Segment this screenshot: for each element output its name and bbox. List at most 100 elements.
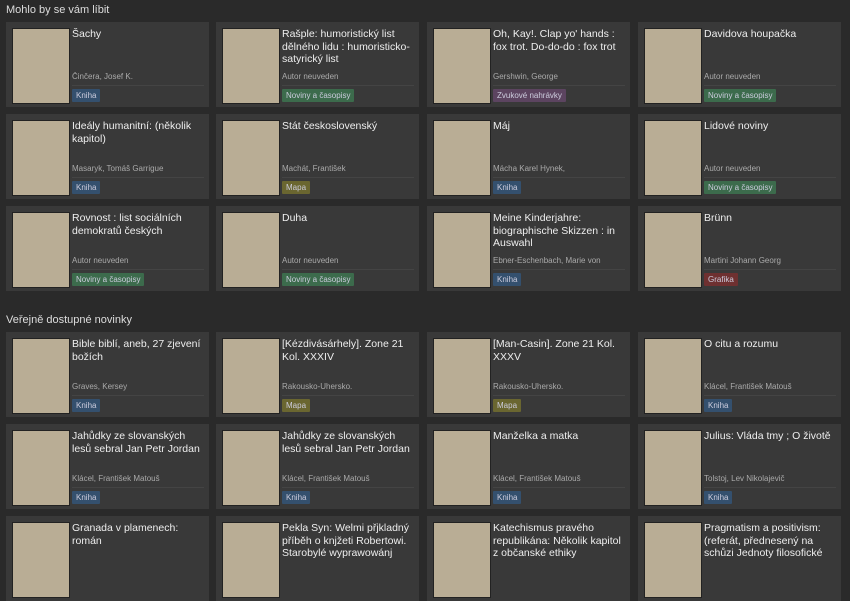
item-author: Autor neuveden (704, 72, 836, 86)
cover-image[interactable] (433, 430, 491, 506)
cover-image[interactable] (433, 338, 491, 414)
cover-image[interactable] (222, 522, 280, 598)
item-card[interactable]: Granada v plamenech: román (6, 516, 209, 601)
item-card[interactable]: [Kézdivásárhely]. Zone 21 Kol. XXXIV Rako… (216, 332, 419, 417)
cover-image[interactable] (12, 338, 70, 414)
item-card[interactable]: Davidova houpačka Autor neuveden Noviny a … (638, 22, 841, 107)
type-badge: Kniha (493, 491, 522, 504)
item-card[interactable]: Oh, Kay!. Clap yo' hands : fox trot. Do-… (427, 22, 630, 107)
cover-image[interactable] (644, 28, 702, 104)
item-card[interactable]: Šachy Činčera, Josef K. Kniha (6, 22, 209, 107)
item-title[interactable]: Duha (282, 212, 308, 224)
item-card[interactable]: Duha Autor neuveden Noviny a časopisy (216, 206, 419, 291)
cover-image[interactable] (12, 120, 70, 196)
cover-image[interactable] (222, 212, 280, 288)
item-title[interactable]: Jahůdky ze slovanských lesů sebral Jan P… (282, 430, 410, 455)
item-title[interactable]: Bible biblí, aneb, 27 zjevení božích (72, 338, 201, 363)
section-title: Mohlo by se vám líbit (6, 4, 110, 16)
item-card[interactable]: Bible biblí, aneb, 27 zjevení božích Grav… (6, 332, 209, 417)
item-author: Klácel, František Matouš (493, 474, 625, 488)
item-title[interactable]: Lidové noviny (704, 120, 769, 132)
type-badge: Noviny a časopisy (72, 273, 145, 286)
item-title[interactable]: Katechismus pravého republikána: Několik… (493, 522, 621, 559)
type-badge: Kniha (493, 273, 522, 286)
item-title[interactable]: Rašple: humoristický list dělného lidu :… (282, 28, 410, 65)
type-badge: Kniha (72, 491, 101, 504)
item-card[interactable]: Jahůdky ze slovanských lesů sebral Jan P… (216, 424, 419, 509)
item-author: Mácha Karel Hynek, (493, 164, 625, 178)
item-author: Autor neuveden (72, 256, 204, 270)
item-author: Martini Johann Georg (704, 256, 836, 270)
item-title[interactable]: Pragmatism a positivism: (referát, předn… (704, 522, 823, 559)
item-title[interactable]: Šachy (72, 28, 102, 40)
item-card[interactable]: Manželka a matka Klácel, František Matouš… (427, 424, 630, 509)
cover-image[interactable] (12, 430, 70, 506)
item-title[interactable]: [Kézdivásárhely]. Zone 21 Kol. XXXIV (282, 338, 404, 363)
type-badge: Kniha (704, 491, 733, 504)
item-author: Machát, František (282, 164, 414, 178)
cover-image[interactable] (433, 212, 491, 288)
item-title[interactable]: Stát československý (282, 120, 378, 132)
item-title[interactable]: Rovnost : list sociálních demokratů česk… (72, 212, 182, 237)
item-card[interactable]: Meine Kinderjahre: biographische Skizzen… (427, 206, 630, 291)
item-card[interactable]: [Man-Casin]. Zone 21 Kol. XXXV Rakousko-U… (427, 332, 630, 417)
item-title[interactable]: Jahůdky ze slovanských lesů sebral Jan P… (72, 430, 200, 455)
item-card[interactable]: Brünn Martini Johann Georg Grafika (638, 206, 841, 291)
cover-image[interactable] (644, 212, 702, 288)
item-author: Gershwin, George (493, 72, 625, 86)
item-card[interactable]: Rašple: humoristický list dělného lidu :… (216, 22, 419, 107)
item-title[interactable]: Davidova houpačka (704, 28, 797, 40)
type-badge: Kniha (704, 399, 733, 412)
item-card[interactable]: Katechismus pravého republikána: Několik… (427, 516, 630, 601)
item-author: Graves, Kersey (72, 382, 204, 396)
item-card[interactable]: Stát československý Machát, František Mapa (216, 114, 419, 199)
item-title[interactable]: Manželka a matka (493, 430, 579, 442)
item-card[interactable]: Jahůdky ze slovanských lesů sebral Jan P… (6, 424, 209, 509)
item-title[interactable]: [Man-Casin]. Zone 21 Kol. XXXV (493, 338, 615, 363)
item-title[interactable]: Oh, Kay!. Clap yo' hands : fox trot. Do-… (493, 28, 616, 53)
type-badge: Kniha (72, 399, 101, 412)
item-title[interactable]: Ideály humanitní: (několik kapitol) (72, 120, 192, 145)
cover-image[interactable] (12, 212, 70, 288)
cover-image[interactable] (222, 338, 280, 414)
type-badge: Noviny a časopisy (282, 89, 355, 102)
item-card[interactable]: Julius: Vláda tmy ; O životě Tolstoj, Lev… (638, 424, 841, 509)
cover-image[interactable] (222, 28, 280, 104)
cover-image[interactable] (644, 338, 702, 414)
item-author: Klácel, František Matouš (72, 474, 204, 488)
item-card[interactable]: Máj Mácha Karel Hynek, Kniha (427, 114, 630, 199)
item-author: Masaryk, Tomáš Garrigue (72, 164, 204, 178)
item-card[interactable]: Rovnost : list sociálních demokratů česk… (6, 206, 209, 291)
item-author: Klácel, František Matouš (282, 474, 414, 488)
item-title[interactable]: Brünn (704, 212, 733, 224)
cover-image[interactable] (433, 28, 491, 104)
cover-image[interactable] (644, 430, 702, 506)
item-author: Autor neuveden (282, 72, 414, 86)
cover-image[interactable] (222, 430, 280, 506)
item-author: Rakousko-Uhersko. (282, 382, 414, 396)
item-title[interactable]: Meine Kinderjahre: biographische Skizzen… (493, 212, 615, 249)
item-card[interactable]: Lidové noviny Autor neuveden Noviny a časo… (638, 114, 841, 199)
cover-image[interactable] (222, 120, 280, 196)
item-title[interactable]: Pekla Syn: Welmi přjkladný příběh o knjž… (282, 522, 410, 559)
type-badge: Mapa (282, 181, 311, 194)
item-title[interactable]: Julius: Vláda tmy ; O životě (704, 430, 831, 442)
cover-image[interactable] (433, 120, 491, 196)
item-card[interactable]: Pragmatism a positivism: (referát, předn… (638, 516, 841, 601)
item-author: Klácel, František Matouš (704, 382, 836, 396)
item-author: Činčera, Josef K. (72, 72, 204, 86)
cover-image[interactable] (12, 28, 70, 104)
cover-image[interactable] (644, 522, 702, 598)
cover-image[interactable] (644, 120, 702, 196)
item-card[interactable]: Pekla Syn: Welmi přjkladný příběh o knjž… (216, 516, 419, 601)
cover-image[interactable] (12, 522, 70, 598)
item-title[interactable]: Máj (493, 120, 510, 132)
item-title[interactable]: Granada v plamenech: román (72, 522, 179, 547)
item-title[interactable]: O citu a rozumu (704, 338, 779, 350)
type-badge: Mapa (493, 399, 522, 412)
item-author: Autor neuveden (282, 256, 414, 270)
item-card[interactable]: O citu a rozumu Klácel, František Matouš K… (638, 332, 841, 417)
cover-image[interactable] (433, 522, 491, 598)
type-badge: Kniha (72, 181, 101, 194)
item-card[interactable]: Ideály humanitní: (několik kapitol) Masar… (6, 114, 209, 199)
